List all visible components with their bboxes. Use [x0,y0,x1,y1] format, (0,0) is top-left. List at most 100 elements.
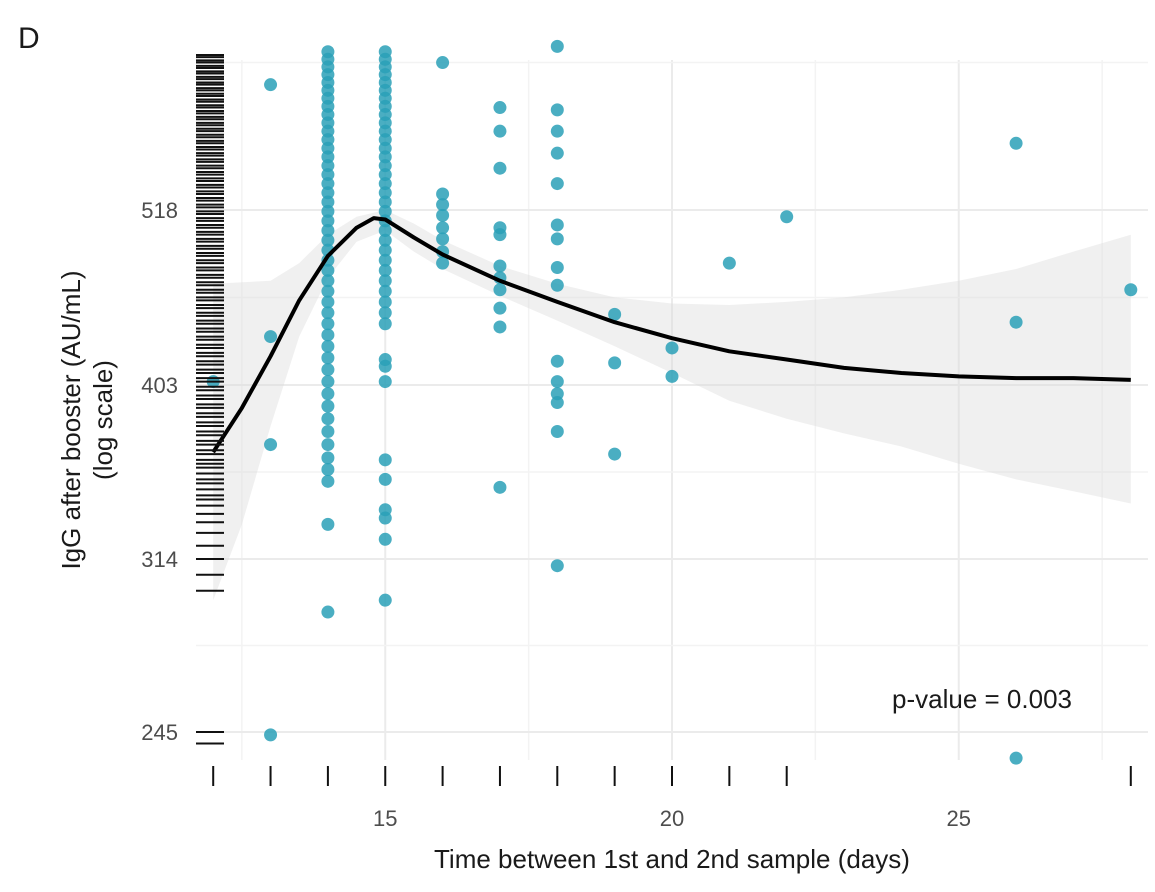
data-point [321,204,335,218]
data-point [550,232,564,246]
data-point [608,447,622,461]
data-point [321,195,335,209]
data-point [493,480,507,494]
data-points [206,39,1138,765]
data-point [550,375,564,389]
data-point [264,438,278,452]
data-point [665,341,679,355]
data-point [321,177,335,191]
data-point [550,278,564,292]
y-axis-title: IgG after booster (AU/mL) (log scale) [56,270,118,569]
data-point [550,425,564,439]
y-axis-title-line2: (log scale) [88,360,118,480]
data-point [321,438,335,452]
data-point [321,214,335,228]
confidence-ribbon [213,210,1131,601]
data-point [436,221,450,235]
data-point [378,223,392,237]
data-point [493,320,507,334]
data-point [550,559,564,573]
data-point [321,223,335,237]
data-point [378,177,392,191]
data-point [378,317,392,331]
panel-letter: D [18,22,40,55]
y-rug [196,53,224,745]
data-point [378,204,392,218]
data-point [321,387,335,401]
data-point [378,532,392,546]
data-point [321,412,335,426]
data-point [321,425,335,439]
data-point [550,260,564,274]
data-point [493,283,507,297]
data-point [321,375,335,389]
data-point [550,103,564,117]
data-point [321,306,335,320]
y-tick-label: 403 [141,373,178,398]
x-tick-label: 20 [660,806,684,831]
data-point [321,295,335,309]
data-point [321,463,335,477]
data-point [321,363,335,377]
data-point [378,243,392,257]
data-point [321,605,335,619]
data-point [436,56,450,70]
data-point [1124,283,1138,297]
y-tick-labels: 245 314 403 518 [141,198,178,745]
data-point [550,396,564,410]
data-point [493,228,507,242]
data-point [378,284,392,298]
data-point [321,317,335,331]
data-point [321,274,335,288]
data-point [378,274,392,288]
data-point [1009,315,1023,329]
data-point [321,451,335,465]
y-tick-label: 245 [141,720,178,745]
x-axis-title: Time between 1st and 2nd sample (days) [434,844,910,874]
data-point [550,354,564,368]
data-point [378,159,392,173]
data-point [321,328,335,342]
data-point [550,39,564,53]
data-point [321,399,335,413]
data-point [321,474,335,488]
data-point [493,101,507,115]
y-tick-label: 314 [141,547,178,572]
data-point [436,208,450,222]
data-point [321,339,335,353]
data-point [378,263,392,277]
data-point [264,330,278,344]
data-point [321,159,335,173]
data-point [378,253,392,267]
data-point [493,124,507,138]
data-point [722,256,736,270]
y-axis-title-line1: IgG after booster (AU/mL) [56,270,86,569]
data-point [378,453,392,467]
data-point [264,78,278,92]
data-point [550,218,564,232]
data-point [436,232,450,246]
data-point [321,284,335,298]
data-point [378,359,392,373]
confidence-ribbon-area [213,210,1131,601]
data-point [493,301,507,315]
data-point [378,375,392,389]
y-tick-label: 518 [141,198,178,223]
data-point [264,728,278,742]
data-point [493,259,507,273]
data-point [378,511,392,525]
data-point [321,233,335,247]
data-point [321,168,335,182]
data-point [378,195,392,209]
data-point [378,295,392,309]
smooth-fit-line [211,216,1131,454]
x-tick-label: 25 [947,806,971,831]
data-point [378,593,392,607]
x-rug [212,766,1132,786]
grid [196,60,1148,760]
data-point [378,186,392,200]
data-point [1009,751,1023,765]
data-point [550,177,564,191]
x-tick-labels: 15 20 25 [373,806,971,831]
